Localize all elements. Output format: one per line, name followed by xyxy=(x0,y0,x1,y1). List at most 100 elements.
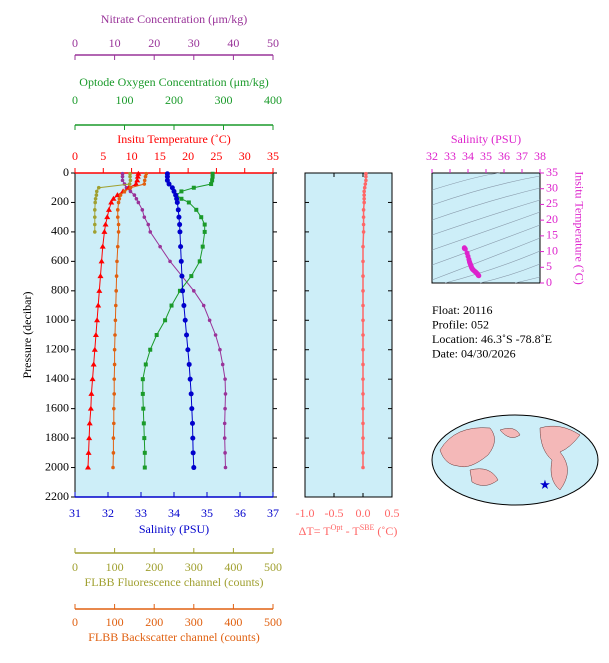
data-point xyxy=(189,274,194,279)
data-point xyxy=(362,200,366,205)
data-point xyxy=(361,274,365,278)
data-point xyxy=(182,317,188,323)
density-contours xyxy=(431,172,541,284)
data-point xyxy=(94,189,99,194)
data-point xyxy=(362,196,366,201)
x-tick-label: 40 xyxy=(227,36,239,50)
x-axis-title: ΔT= TOpt - TSBE (˚C) xyxy=(299,523,398,538)
data-point xyxy=(361,436,365,440)
data-point xyxy=(143,174,148,179)
data-point xyxy=(361,347,365,352)
data-point xyxy=(141,406,146,411)
data-point xyxy=(361,303,365,308)
data-point xyxy=(120,174,125,179)
data-point xyxy=(113,318,118,323)
data-point xyxy=(186,200,191,205)
title-part: - T xyxy=(343,524,361,538)
data-point xyxy=(476,273,482,279)
data-point xyxy=(128,174,132,179)
data-point xyxy=(102,221,109,227)
data-point xyxy=(112,377,117,381)
data-point xyxy=(142,215,147,219)
delta-panel xyxy=(304,172,393,498)
data-point xyxy=(179,189,184,194)
data-point xyxy=(190,450,196,456)
data-point xyxy=(85,449,92,455)
info-line: Profile: 052 xyxy=(432,317,489,331)
x-tick-label: 10 xyxy=(126,149,138,163)
x-tick-label: 32 xyxy=(102,506,114,520)
data-point xyxy=(187,376,193,382)
data-point xyxy=(90,361,97,367)
x-tick-label: 20 xyxy=(182,149,194,163)
data-point xyxy=(117,196,122,201)
data-point xyxy=(99,243,106,249)
x-tick-label: 400 xyxy=(224,560,242,574)
y-tick-label: 0 xyxy=(63,165,69,179)
y-tick-label: 25 xyxy=(546,196,558,210)
data-point xyxy=(197,259,202,264)
data-point xyxy=(361,244,365,249)
data-point xyxy=(96,185,101,190)
data-point xyxy=(93,200,97,205)
data-point xyxy=(362,189,366,194)
info-line: Date: 04/30/2026 xyxy=(432,346,516,360)
x-tick-label: 37 xyxy=(516,149,528,163)
x-tick-label: 50 xyxy=(267,36,279,50)
data-point xyxy=(176,214,182,220)
data-point xyxy=(168,259,172,264)
data-point xyxy=(135,170,142,176)
x-tick-label: 100 xyxy=(106,560,124,574)
data-point xyxy=(199,215,204,220)
data-point xyxy=(105,206,112,212)
data-point xyxy=(86,420,93,426)
data-point xyxy=(134,177,141,183)
profile-panel xyxy=(74,172,274,498)
data-point xyxy=(111,465,115,470)
data-point xyxy=(116,200,121,205)
data-point xyxy=(93,208,97,212)
x-tick-label: 0 xyxy=(72,93,78,107)
data-point xyxy=(364,178,368,183)
data-point xyxy=(141,421,146,426)
data-point xyxy=(132,193,137,197)
title-part: (˚C) xyxy=(374,524,397,538)
x-tick-label: 0 xyxy=(72,149,78,163)
data-point xyxy=(142,436,147,441)
x-tick-label: 34 xyxy=(168,506,180,520)
x-tick-label: 32 xyxy=(426,149,438,163)
data-point xyxy=(169,303,174,308)
x-tick-label: 0.0 xyxy=(356,506,371,520)
data-point xyxy=(202,229,207,234)
y-tick-label: 5 xyxy=(546,259,552,273)
x-tick-label: 30 xyxy=(239,149,251,163)
data-point xyxy=(142,178,147,183)
y-tick-label: 400 xyxy=(51,224,69,238)
data-point xyxy=(140,208,145,212)
data-point xyxy=(127,182,132,186)
x-tick-label: 15 xyxy=(154,149,166,163)
data-point xyxy=(134,196,139,201)
data-point xyxy=(146,222,151,227)
data-point xyxy=(110,195,117,201)
x-tick-label: 300 xyxy=(185,615,203,629)
data-point xyxy=(364,174,368,179)
y-tick-label: 1200 xyxy=(45,341,69,355)
data-point xyxy=(143,362,148,367)
data-point xyxy=(179,196,184,201)
data-point xyxy=(116,230,121,234)
data-point xyxy=(114,274,119,278)
data-point xyxy=(210,171,215,176)
x-tick-label: 100 xyxy=(106,615,124,629)
data-point xyxy=(140,391,145,396)
data-point xyxy=(163,318,168,323)
data-point xyxy=(362,185,367,190)
title-part: SBE xyxy=(360,523,375,532)
data-point xyxy=(175,207,181,213)
data-point xyxy=(194,207,199,212)
y-tick-label: 30 xyxy=(546,180,558,194)
x-tick-label: 0.5 xyxy=(385,506,400,520)
data-point xyxy=(178,244,184,250)
x-tick-label: 35 xyxy=(267,149,279,163)
